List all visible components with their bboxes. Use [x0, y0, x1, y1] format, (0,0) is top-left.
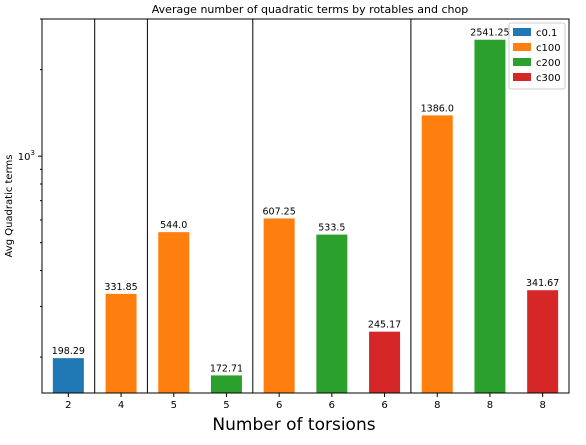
plot-frame	[41, 18, 570, 394]
legend-swatch-c100	[513, 43, 531, 51]
bars	[52, 39, 559, 394]
legend-label-c300: c300	[536, 73, 561, 84]
bar-c100-4	[105, 293, 137, 393]
x-ticks: 2 4 5 5 6 6 6 8 8 8	[65, 393, 546, 411]
x-tick-label: 8	[434, 400, 440, 411]
bar-value-label: 341.67	[526, 278, 559, 289]
bar-c200-5	[210, 375, 242, 393]
group-separators	[94, 19, 412, 393]
bar-c0.1-2	[52, 358, 84, 393]
x-tick-label: 5	[223, 400, 229, 411]
x-tick-label: 6	[329, 400, 335, 411]
x-axis-label: Number of torsions	[212, 415, 375, 435]
x-tick-label: 6	[276, 400, 282, 411]
y-ticks: 103	[18, 18, 42, 358]
y-axis-label: Avg Quadratic terms	[4, 155, 15, 258]
legend-box	[508, 22, 566, 90]
bar-c300-8	[527, 290, 559, 393]
legend-swatch-c200	[513, 58, 531, 66]
bar-value-labels: 198.29 331.85 544.0 172.71 607.25 533.5 245.17…	[52, 28, 560, 375]
x-tick-label: 8	[539, 400, 545, 411]
bar-value-label: 198.29	[52, 346, 85, 357]
bar-c100-8	[421, 115, 453, 394]
x-tick-label: 2	[65, 400, 71, 411]
bar-value-label: 607.25	[263, 206, 296, 217]
bar-c200-8	[474, 39, 506, 393]
legend-label-c100: c100	[536, 43, 561, 54]
bar-value-label: 172.71	[210, 363, 243, 374]
bar-value-label: 245.17	[368, 320, 401, 331]
bar-c300-6	[369, 331, 401, 393]
bar-value-label: 1386.0	[421, 103, 454, 114]
x-tick-label: 5	[171, 400, 177, 411]
bar-c100-5	[158, 232, 190, 393]
bar-c100-6	[263, 218, 295, 393]
chart-title: Average number of quadratic terms by rot…	[152, 3, 468, 16]
y-major-tick-label: 103	[18, 149, 35, 163]
bar-value-label: 2541.25	[470, 28, 509, 39]
bar-value-label: 331.85	[104, 282, 137, 293]
legend-swatch-c300	[513, 73, 531, 81]
legend-label-c200: c200	[536, 58, 561, 69]
legend-swatch-c0.1	[513, 28, 531, 36]
x-tick-label: 6	[381, 400, 387, 411]
bar-value-label: 533.5	[318, 223, 345, 234]
bar-c200-6	[316, 234, 348, 393]
x-tick-label: 4	[118, 400, 124, 411]
bar-value-label: 544.0	[160, 220, 187, 231]
legend-label-c0.1: c0.1	[536, 28, 557, 39]
x-tick-label: 8	[487, 400, 493, 411]
legend: c0.1 c100 c200 c300	[508, 22, 566, 90]
